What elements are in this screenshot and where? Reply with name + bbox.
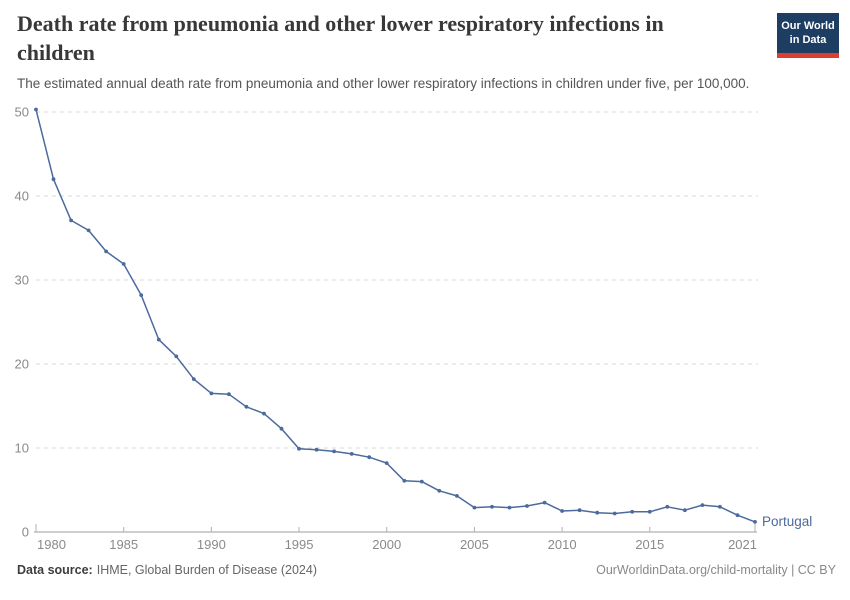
data-point[interactable] <box>191 377 196 381</box>
data-source-label: Data source: <box>17 563 93 577</box>
portugal-line[interactable] <box>35 108 756 523</box>
x-axis-tick-label: 1990 <box>197 537 226 552</box>
data-point[interactable] <box>718 504 722 509</box>
data-point[interactable] <box>139 293 144 297</box>
data-point[interactable] <box>104 249 108 254</box>
data-point[interactable] <box>665 504 670 509</box>
x-axis-tick-label: 2000 <box>372 537 401 552</box>
data-source-value: IHME, Global Burden of Disease (2024) <box>96 563 317 577</box>
data-point[interactable] <box>577 508 582 513</box>
x-axis-tick-label: 2015 <box>635 537 664 552</box>
data-point[interactable] <box>647 509 652 514</box>
y-axis-tick-label: 50 <box>15 105 29 120</box>
chart-canvas[interactable]: 0 10 20 30 40 50 1980 1985 1990 1995 2000 2005 2010 2… <box>0 100 850 560</box>
y-axis-tick-label: 40 <box>15 189 29 204</box>
x-axis-tick-label: 2021 <box>728 537 757 552</box>
data-point[interactable] <box>612 511 617 516</box>
data-point[interactable] <box>595 510 600 515</box>
owid-logo-line2: in Data <box>789 34 827 47</box>
data-point[interactable] <box>332 449 336 454</box>
data-point[interactable] <box>174 354 179 359</box>
data-point[interactable] <box>419 479 424 484</box>
data-point[interactable] <box>367 455 372 460</box>
data-point[interactable] <box>630 509 635 514</box>
owid-logo-line1: Our World <box>781 20 835 32</box>
x-axis-tick-label: 1995 <box>285 537 314 552</box>
data-point[interactable] <box>34 107 38 112</box>
data-point[interactable] <box>560 509 564 513</box>
data-point[interactable] <box>349 452 354 456</box>
data-point[interactable] <box>209 391 214 396</box>
footer-link[interactable]: OurWorldinData.org/child-mortality | CC … <box>596 563 836 577</box>
data-point[interactable] <box>297 446 301 451</box>
data-source: Data source: IHME, Global Burden of Disea… <box>17 563 317 577</box>
data-point[interactable] <box>472 505 477 510</box>
data-point[interactable] <box>700 503 705 507</box>
y-axis-tick-label: 30 <box>15 273 29 288</box>
data-point[interactable] <box>156 337 161 342</box>
owid-logo: Our World in Data <box>777 13 839 58</box>
chart-subtitle: The estimated annual death rate from pne… <box>17 76 750 92</box>
x-axis-tick-label: 2010 <box>548 537 577 552</box>
series-end-label[interactable]: Portugal <box>762 514 812 529</box>
x-axis-tick-label: 2005 <box>460 537 489 552</box>
data-point[interactable] <box>455 494 459 498</box>
data-point[interactable] <box>244 404 249 409</box>
y-axis-tick-label: 20 <box>15 357 29 372</box>
page-title: Death rate from pneumonia and other lowe… <box>17 11 664 65</box>
data-point[interactable] <box>51 177 56 182</box>
data-point[interactable] <box>542 500 547 505</box>
data-point[interactable] <box>279 426 284 431</box>
data-point[interactable] <box>753 520 757 524</box>
data-point[interactable] <box>121 262 126 266</box>
data-point[interactable] <box>507 505 512 510</box>
data-point[interactable] <box>402 478 407 483</box>
data-point[interactable] <box>490 504 494 509</box>
data-point[interactable] <box>86 228 91 233</box>
owid-logo-accent-bar <box>777 52 839 58</box>
data-point[interactable] <box>735 513 740 518</box>
y-axis-tick-label: 10 <box>15 441 29 456</box>
data-point[interactable] <box>262 411 266 416</box>
y-axis-tick-label: 0 <box>22 525 29 540</box>
data-point[interactable] <box>525 504 529 508</box>
owid-logo-text: Our World in Data <box>777 13 839 53</box>
data-point[interactable] <box>384 461 389 465</box>
x-axis-tick-label: 1980 <box>37 537 66 552</box>
data-point[interactable] <box>69 218 73 223</box>
chart-header: Death rate from pneumonia and other lowe… <box>17 10 749 93</box>
data-point[interactable] <box>314 447 319 452</box>
chart-footer: Data source: IHME, Global Burden of Disea… <box>17 563 836 577</box>
data-point[interactable] <box>683 508 687 513</box>
x-axis-tick-label: 1985 <box>109 537 138 552</box>
data-point[interactable] <box>227 392 231 397</box>
data-point[interactable] <box>437 488 442 493</box>
